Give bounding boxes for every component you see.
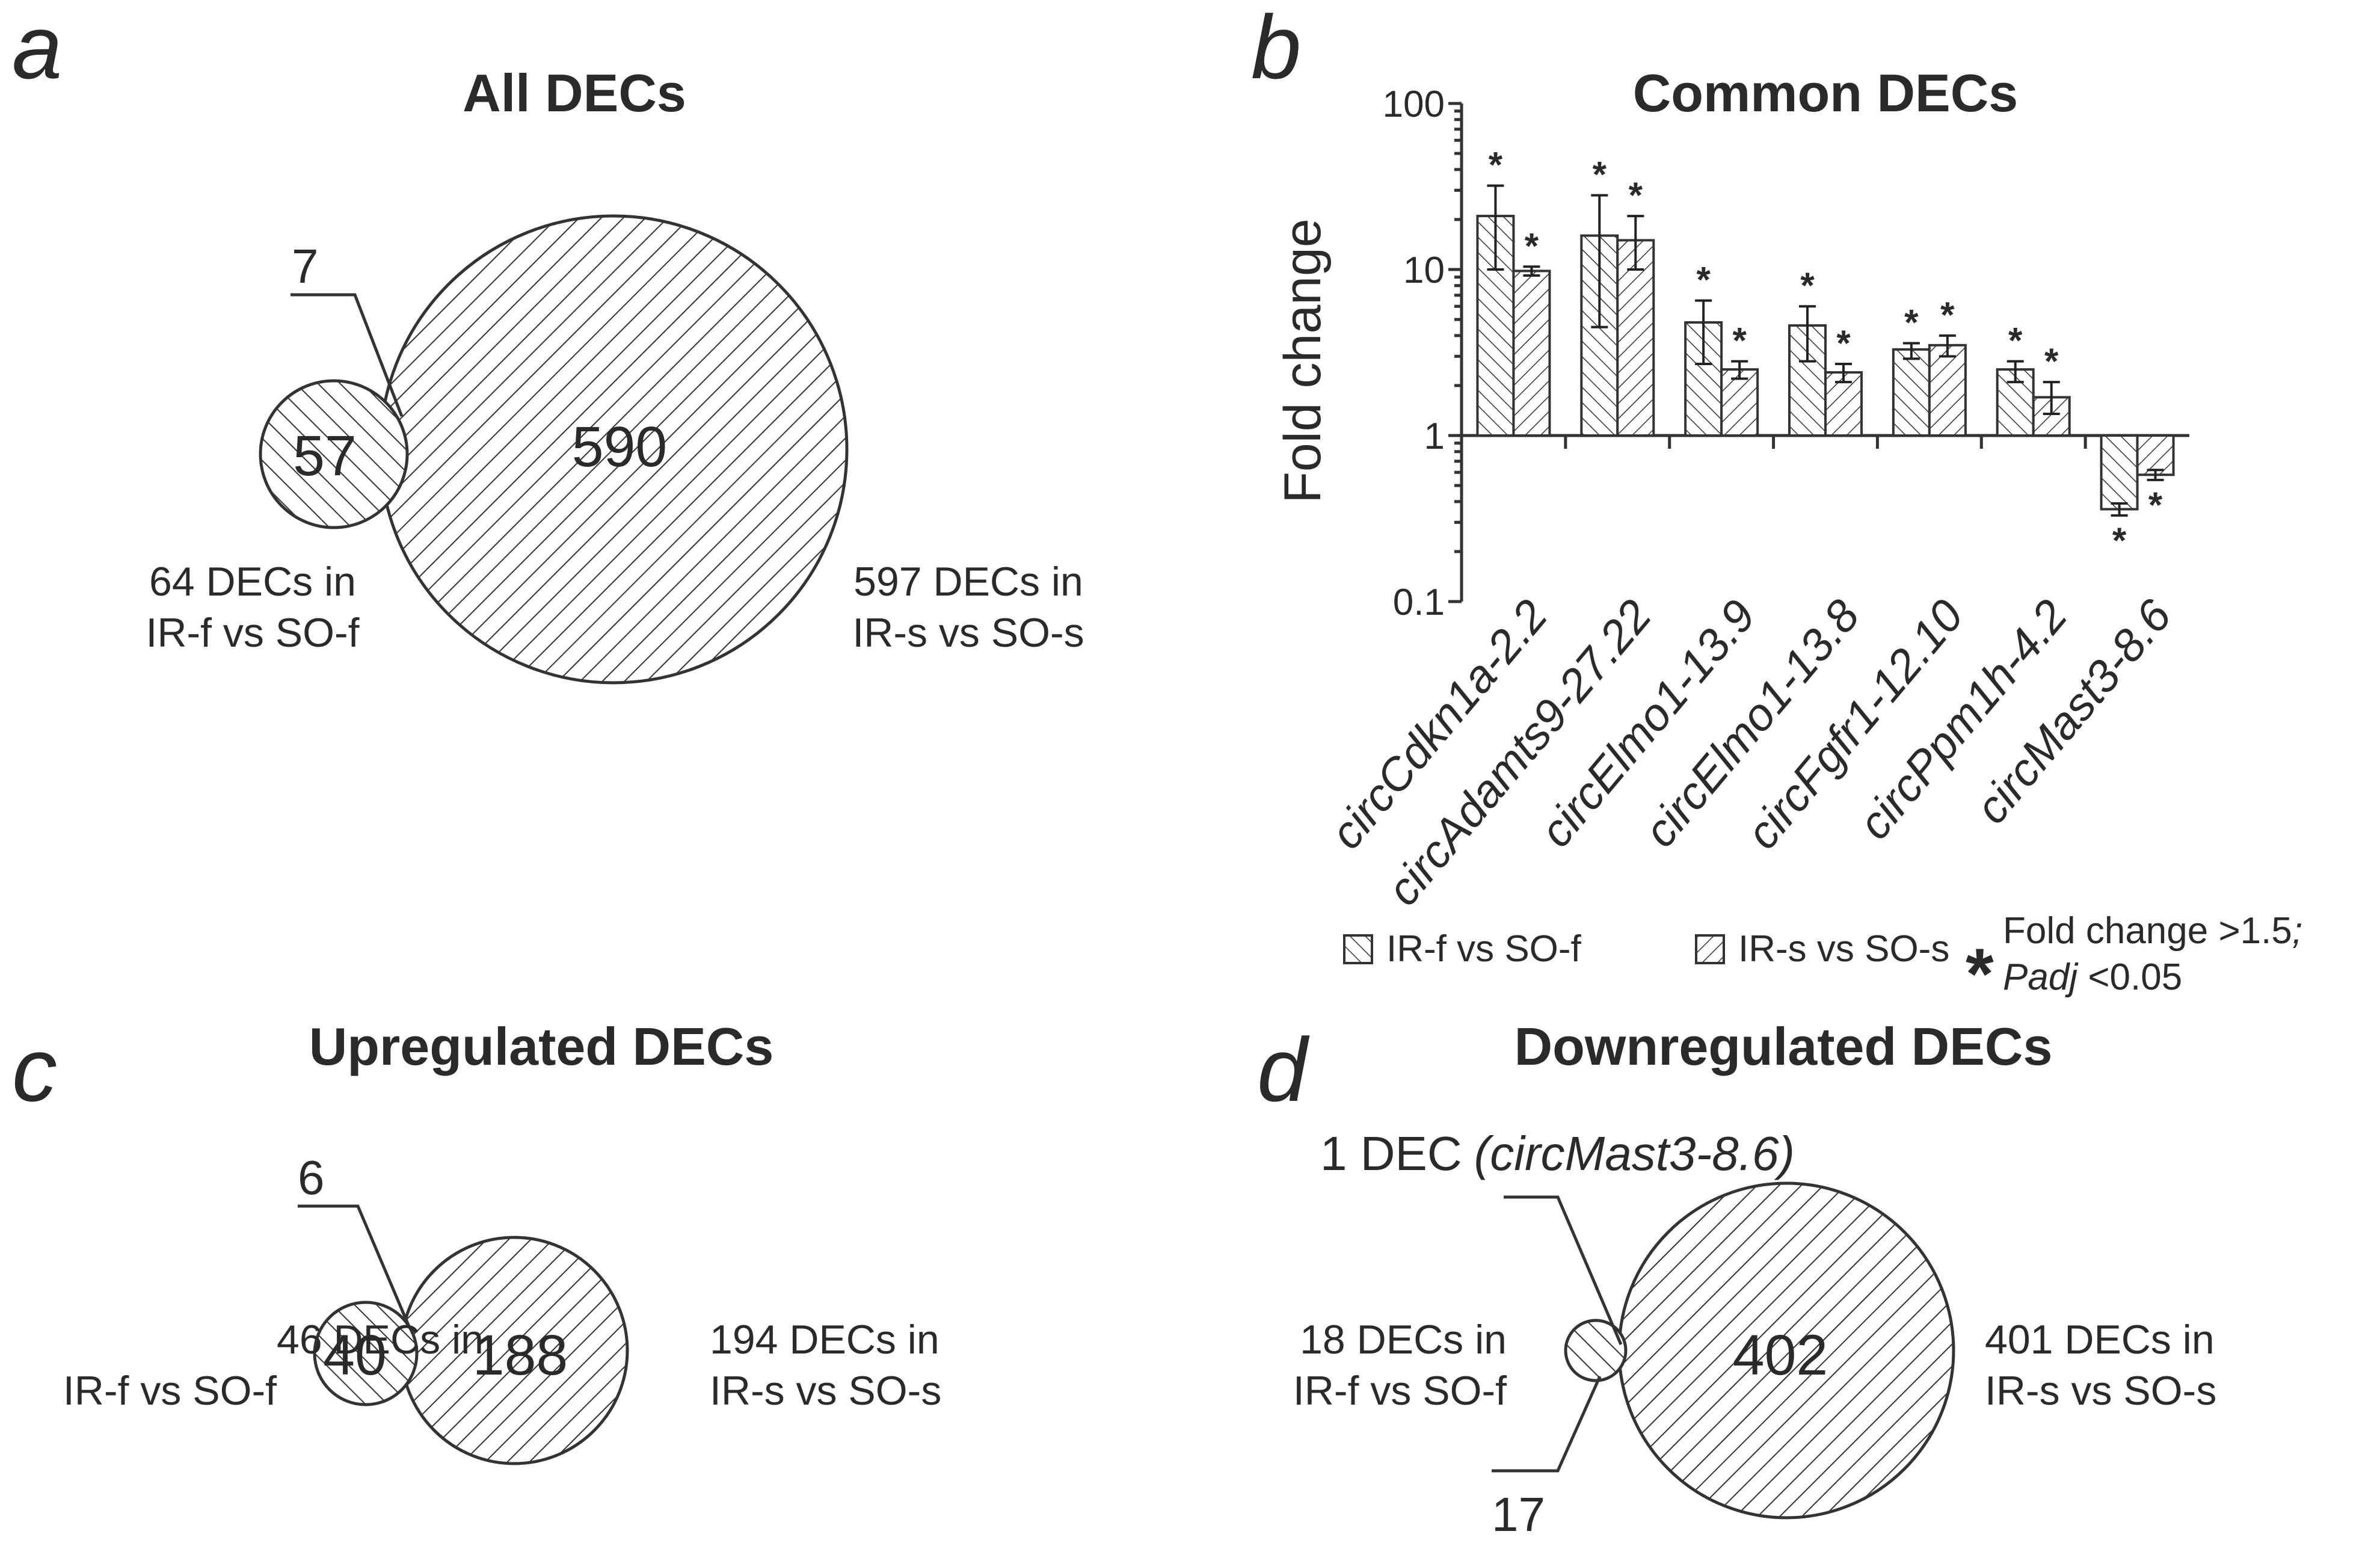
significance-star: * xyxy=(1732,321,1747,361)
panel-a-left-circle xyxy=(259,379,409,529)
bar xyxy=(1892,348,1931,437)
panel-c-right-label-1: 194 DECs in xyxy=(710,1317,939,1363)
panel-c-left-circle xyxy=(313,1301,419,1406)
legend-swatch-ir-f xyxy=(1343,934,1373,964)
y-axis-label: Fold change xyxy=(1274,218,1332,503)
panel-a-right-label-1: 597 DECs in xyxy=(853,559,1083,605)
panel-c: c Upregulated DECs 40 188 6 46 DECs in I… xyxy=(12,1017,941,1465)
legend-note-line1: Fold change >1.5; xyxy=(2003,910,2302,952)
panel-c-overlap-count: 6 xyxy=(298,1151,325,1204)
panel-d-left-label-1: 18 DECs in xyxy=(1300,1317,1507,1363)
y-tick-label: 0.1 xyxy=(1393,582,1445,623)
panel-d-right-label-2: IR-s vs SO-s xyxy=(1985,1368,2216,1414)
bar xyxy=(2100,434,2139,511)
panel-a-left-label-2: IR-f vs SO-f xyxy=(146,610,359,656)
panel-b-letter: b xyxy=(1251,0,1301,97)
legend-star: * xyxy=(1966,934,1994,1014)
bar xyxy=(1720,368,1759,437)
legend-label-ir-f: IR-f vs SO-f xyxy=(1386,928,1582,970)
chart-legend: IR-f vs SO-f IR-s vs SO-s * Fold change … xyxy=(1343,910,2302,1014)
significance-star: * xyxy=(1940,295,1955,335)
legend-note-line2: Padj <0.05 xyxy=(2003,956,2182,998)
panel-d-left-count: 17 xyxy=(1492,1488,1545,1541)
panel-d-letter: d xyxy=(1257,1019,1310,1120)
panel-a-right-count: 590 xyxy=(572,415,668,479)
panel-c-letter: c xyxy=(12,1019,57,1120)
significance-star: * xyxy=(1525,226,1539,266)
panel-d-left-circle xyxy=(1564,1319,1628,1382)
panel-a-title: All DECs xyxy=(463,63,686,123)
panel-d-right-label-1: 401 DECs in xyxy=(1985,1317,2215,1363)
panel-a-overlap-leader xyxy=(291,293,404,417)
significance-star: * xyxy=(2112,520,2127,561)
chart-category-labels: circCdkn1a-2.2circAdamts9-27.22circElmo1… xyxy=(1321,590,2182,916)
significance-star: * xyxy=(1696,260,1711,300)
chart-bars: * * * * * * * * * * * * * * xyxy=(1476,145,2175,561)
panel-d-title: Downregulated DECs xyxy=(1514,1017,2053,1076)
panel-d-overlap-leader xyxy=(1504,1195,1623,1345)
panel-a-right-label-2: IR-s vs SO-s xyxy=(852,610,1084,656)
significance-star: * xyxy=(2044,341,2059,381)
significance-star: * xyxy=(2008,321,2023,361)
panel-c-overlap-leader xyxy=(298,1204,411,1327)
significance-star: * xyxy=(1800,265,1815,306)
panel-a-left-count: 57 xyxy=(293,424,357,488)
bar xyxy=(1928,343,1967,437)
panel-d-overlap-label: 1 DEC (circMast3-8.6) xyxy=(1320,1127,1795,1180)
significance-star: * xyxy=(2148,485,2163,525)
panel-a-overlap-count: 7 xyxy=(292,239,319,293)
panel-c-left-label-1: 46 DECs in xyxy=(277,1317,484,1363)
panel-c-title: Upregulated DECs xyxy=(309,1017,774,1076)
significance-star: * xyxy=(1489,145,1503,185)
legend-swatch-ir-s xyxy=(1695,934,1725,964)
chart-title: Common DECs xyxy=(1633,63,2019,123)
panel-c-left-label-2: IR-f vs SO-f xyxy=(63,1368,277,1414)
panel-a-left-label-1: 64 DECs in xyxy=(149,559,356,605)
panel-a-letter: a xyxy=(12,0,62,97)
bar xyxy=(1616,239,1655,437)
y-tick-label: 1 xyxy=(1424,416,1445,457)
y-tick-label: 100 xyxy=(1383,84,1445,125)
panel-a: a All DECs 57 590 7 64 DECs in IR-f vs S… xyxy=(12,0,1084,685)
panel-d: d Downregulated DECs 402 1 DEC (circMast3… xyxy=(1257,1017,2216,1541)
panel-c-left-count: 40 xyxy=(323,1323,387,1387)
panel-c-right-count: 188 xyxy=(473,1323,568,1387)
panel-d-left-label-2: IR-f vs SO-f xyxy=(1293,1368,1507,1414)
legend-label-ir-s: IR-s vs SO-s xyxy=(1738,928,1949,970)
significance-star: * xyxy=(1593,155,1607,195)
panel-d-left-leader xyxy=(1492,1375,1602,1473)
significance-star: * xyxy=(1836,323,1851,363)
y-tick-label: 10 xyxy=(1403,250,1445,291)
panel-d-right-count: 402 xyxy=(1733,1323,1828,1387)
significance-star: * xyxy=(1629,175,1643,215)
panel-c-right-label-2: IR-s vs SO-s xyxy=(710,1368,941,1414)
significance-star: * xyxy=(1904,302,1919,342)
bar xyxy=(1512,269,1551,437)
